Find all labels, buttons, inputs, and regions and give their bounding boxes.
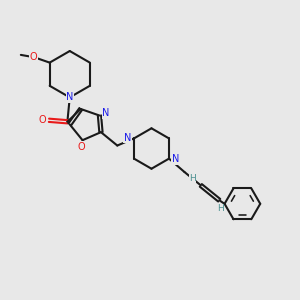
Text: O: O [77,142,85,152]
Text: N: N [102,108,110,118]
Text: N: N [124,133,131,143]
Text: N: N [66,92,74,102]
Text: O: O [30,52,38,62]
Text: O: O [39,115,46,125]
Text: H: H [189,174,196,183]
Text: H: H [217,204,224,213]
Text: N: N [172,154,179,164]
